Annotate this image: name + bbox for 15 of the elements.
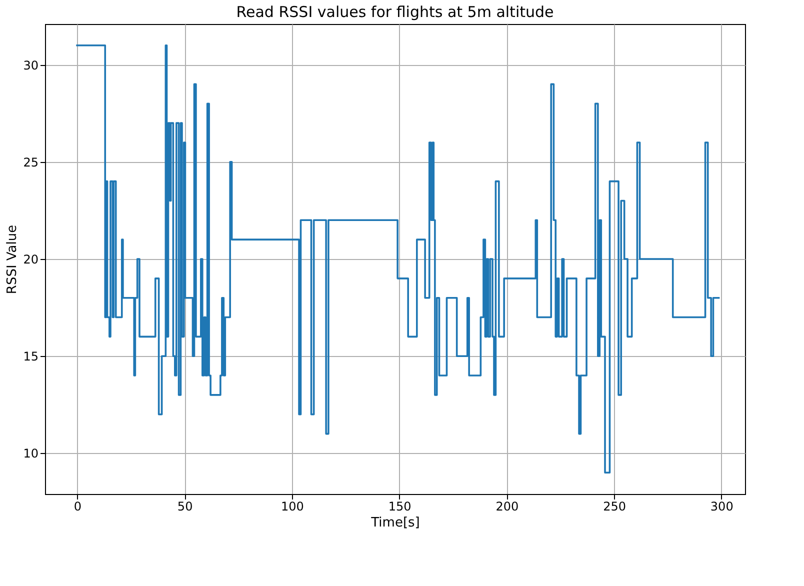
y-tick-label: 15 [23,350,38,364]
chart-title: Read RSSI values for flights at 5m altitude [236,3,554,21]
y-tick-label: 20 [23,252,38,266]
x-tick-label: 150 [388,500,412,514]
x-tick-label: 100 [280,500,304,514]
y-tick-label: 30 [23,58,38,72]
x-tick-label: 250 [603,500,626,514]
x-tick-label: 0 [74,500,82,514]
x-tick-label: 200 [496,500,519,514]
x-tick-label: 50 [177,500,193,514]
y-tick-label: 10 [23,446,38,461]
y-tick-label: 25 [23,155,38,170]
x-tick-label: 300 [710,500,734,514]
y-axis-title: RSSI Value [5,224,20,294]
x-axis-title: Time[s] [370,516,420,530]
